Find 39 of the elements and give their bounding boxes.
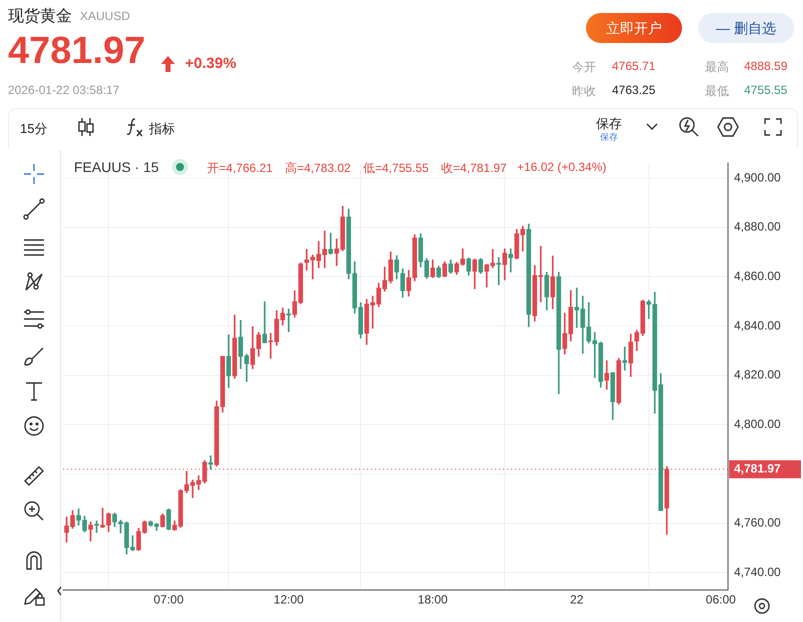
text: 最低	[705, 83, 729, 100]
annotation: 高=4,783.02	[285, 160, 351, 177]
y-tick-label: 4,840.00	[734, 318, 782, 332]
x-tick-label: 12:00	[274, 592, 304, 607]
text: — 删自选	[698, 13, 794, 43]
x-tick-label: 22	[570, 592, 584, 607]
text: 15分	[20, 120, 48, 138]
text: 最高	[705, 59, 729, 76]
y-tick-label: 4,900.00	[734, 170, 782, 184]
text: 4765.71	[612, 59, 656, 73]
text: 4763.25	[612, 83, 656, 97]
annotation: +16.02 (+0.34%)	[517, 160, 606, 174]
text: 指标	[149, 120, 175, 138]
text: 昨收	[572, 83, 596, 100]
chart-subtitle: XAUUSD	[80, 9, 130, 23]
x-tick-label: 06:00	[706, 592, 736, 607]
chart-title: 现货黄金	[8, 6, 72, 27]
y-tick-label: 4,880.00	[734, 220, 782, 234]
x-tick-label: 07:00	[154, 592, 184, 607]
text: 保存	[596, 115, 622, 132]
annotation: FEAUUS · 15	[74, 159, 159, 175]
text: 保存	[600, 131, 618, 144]
y-tick-label: 4,740.00	[734, 565, 782, 580]
text: +0.39%	[185, 55, 236, 72]
annotation: 开=4,766.21	[207, 160, 273, 177]
y-tick-label: 4,860.00	[734, 268, 782, 283]
annotation: 低=4,755.55	[363, 160, 429, 177]
annotation: 收=4,781.97	[441, 160, 507, 177]
x-tick-label: 18:00	[418, 592, 448, 607]
text: 今开	[572, 59, 596, 76]
text: 立即开户	[586, 13, 682, 43]
y-tick-label: 4,760.00	[734, 516, 782, 530]
y-tick-label: 4,820.00	[734, 368, 782, 382]
text: 2026-01-22 03:58:17	[8, 83, 120, 97]
ref-line-label: 4,781.97	[734, 462, 782, 476]
y-tick-label: 4,800.00	[734, 417, 782, 432]
text: 4781.97	[8, 30, 146, 73]
text: 4755.55	[744, 83, 788, 97]
text: 4888.59	[744, 59, 788, 73]
